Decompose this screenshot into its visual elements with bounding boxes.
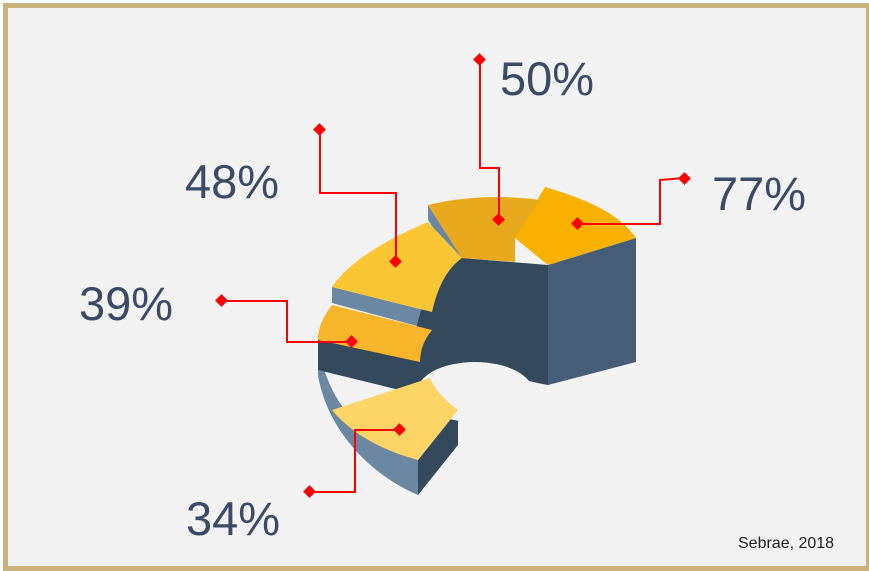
callout-marker-48-end bbox=[313, 123, 326, 136]
callout-marker-39-end bbox=[215, 294, 228, 307]
data-label-77: 77% bbox=[712, 167, 806, 220]
data-label-48: 48% bbox=[185, 155, 279, 208]
callout-marker-34-end bbox=[303, 485, 316, 498]
data-label-50: 50% bbox=[500, 52, 594, 105]
source-caption: Sebrae, 2018 bbox=[738, 535, 834, 552]
callout-marker-50-end bbox=[473, 53, 486, 66]
callout-marker-77-end bbox=[678, 172, 691, 185]
data-label-39: 39% bbox=[79, 277, 173, 330]
callout-line-48 bbox=[320, 130, 396, 262]
data-label-34: 34% bbox=[186, 492, 280, 545]
callout-line-50 bbox=[480, 60, 499, 220]
